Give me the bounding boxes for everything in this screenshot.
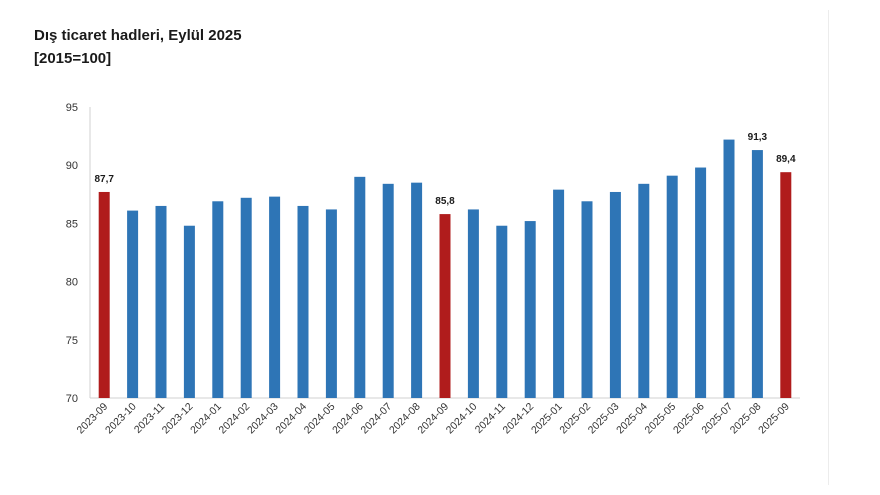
data-label-2024-09: 85,8 — [435, 196, 455, 207]
bar-2024-03 — [269, 196, 281, 398]
bar-2025-02 — [581, 201, 593, 398]
chart-subtitle: [2015=100] — [34, 50, 112, 67]
bar-2024-06 — [354, 176, 366, 398]
bar-2025-06 — [695, 167, 707, 398]
bar-2023-09 — [98, 191, 110, 398]
data-label-2025-08: 91,3 — [748, 132, 768, 143]
x-tick-label: 2024-10 — [444, 401, 480, 437]
bar-2024-10 — [467, 209, 479, 398]
x-tick-label: 2025-09 — [756, 401, 792, 437]
y-tick-label: 75 — [66, 335, 78, 347]
bars — [98, 139, 792, 399]
x-tick-label: 2023-10 — [103, 401, 139, 437]
bar-2024-04 — [297, 205, 309, 398]
bar-2024-07 — [382, 183, 394, 398]
bar-2025-07 — [723, 139, 735, 399]
y-tick-label: 85 — [66, 218, 78, 230]
bar-2025-09 — [780, 172, 792, 398]
panel-divider — [828, 10, 829, 485]
y-tick-label: 70 — [66, 393, 78, 405]
bar-2023-12 — [183, 225, 195, 398]
y-tick-label: 90 — [66, 160, 78, 172]
bar-2025-01 — [553, 189, 565, 398]
data-labels: 87,7 85,8 91,3 89,4 — [94, 132, 796, 207]
x-axis: 2023-092023-102023-112023-122024-012024-… — [75, 397, 800, 437]
bar-2024-05 — [325, 209, 337, 398]
y-tick-label: 95 — [66, 102, 78, 114]
y-tick-label: 80 — [66, 277, 78, 289]
data-label-2025-09: 89,4 — [776, 154, 796, 165]
bar-2025-03 — [609, 191, 621, 398]
bar-2024-02 — [240, 197, 252, 398]
data-label-2023-09: 87,7 — [94, 174, 114, 185]
bar-2025-05 — [666, 175, 678, 398]
bar-2025-08 — [751, 150, 763, 398]
bar-2024-09 — [439, 214, 451, 398]
y-axis: 70 75 80 85 90 95 — [66, 102, 91, 405]
bar-2023-11 — [155, 205, 167, 398]
bar-2024-08 — [411, 182, 423, 398]
bar-2024-11 — [496, 225, 508, 398]
bar-2025-04 — [638, 183, 650, 398]
bar-2024-01 — [212, 201, 224, 398]
bar-2023-10 — [127, 210, 139, 398]
chart-title: Dış ticaret hadleri, Eylül 2025 — [34, 27, 242, 44]
bar-2024-12 — [524, 221, 536, 398]
